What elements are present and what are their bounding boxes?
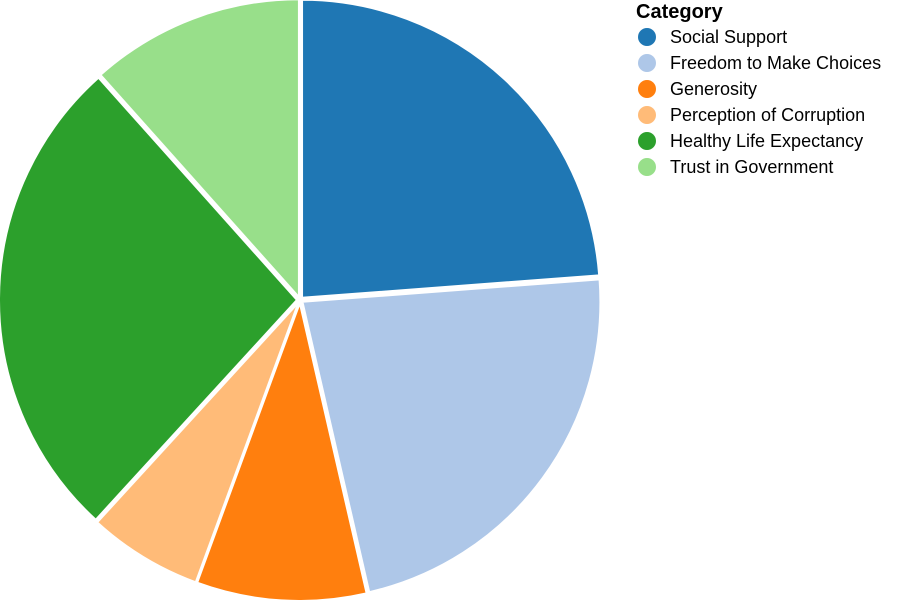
legend-item-life-expectancy: Healthy Life Expectancy: [636, 128, 881, 154]
pie-slice-trust-in-government: [99, 0, 300, 299]
pie-slice-healthy-life-expectancy: [0, 76, 298, 521]
legend-label: Freedom to Make Choices: [670, 52, 882, 73]
legend-title: Category: [636, 1, 723, 23]
legend-item-social-support: Social Support: [636, 24, 881, 50]
legend-item-generosity: Generosity: [636, 76, 881, 102]
legend-swatch: [638, 132, 656, 150]
legend-swatch: [638, 158, 656, 176]
legend: Category Social Support Freedom to Make …: [636, 0, 881, 180]
legend-label: Trust in Government: [670, 156, 834, 177]
pie-slice-freedom-to-make-choices: [301, 278, 602, 594]
legend-item-trust: Trust in Government: [636, 154, 881, 180]
pie-slice-perception-of-corruption: [96, 301, 300, 584]
pie-slice-generosity: [196, 301, 368, 600]
legend-item-freedom: Freedom to Make Choices: [636, 50, 881, 76]
legend-item-corruption: Perception of Corruption: [636, 102, 881, 128]
legend-swatch: [638, 28, 656, 46]
legend-swatch: [638, 80, 656, 98]
legend-label: Perception of Corruption: [670, 104, 866, 125]
legend-swatch: [638, 54, 656, 72]
legend-label: Generosity: [670, 78, 758, 99]
pie-slice-social-support: [301, 0, 601, 299]
pie-chart: [0, 0, 602, 600]
legend-label: Healthy Life Expectancy: [670, 130, 864, 151]
legend-label: Social Support: [670, 26, 788, 47]
legend-swatch: [638, 106, 656, 124]
